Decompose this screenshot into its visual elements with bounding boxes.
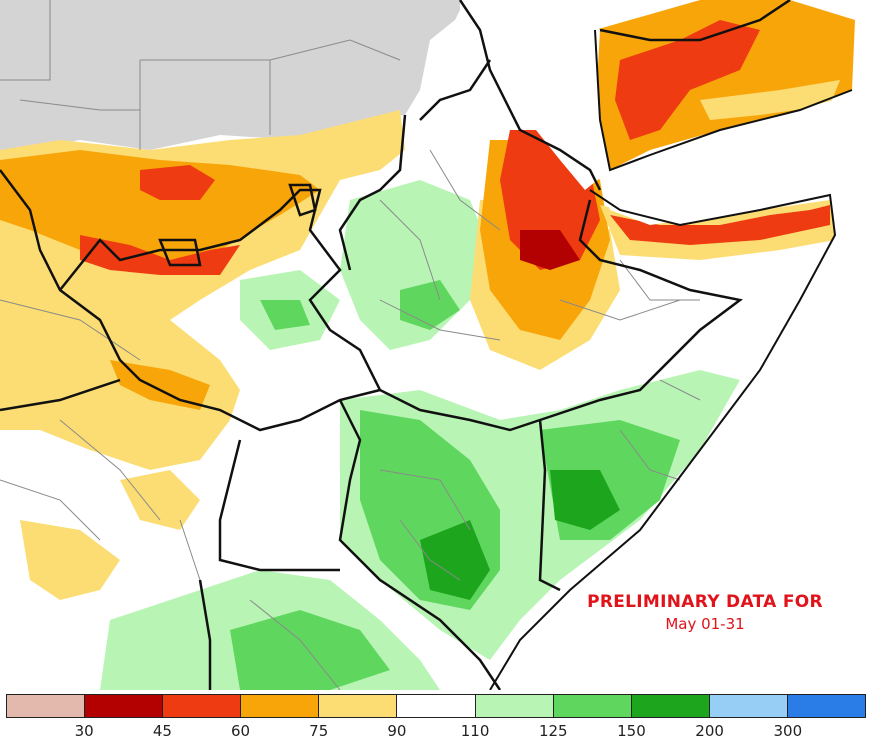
red-patch-west-2: [140, 165, 215, 200]
legend-tick-label: 125: [538, 722, 568, 740]
preliminary-title: PRELIMINARY DATA FOR: [587, 592, 823, 612]
legend-tick-label: 300: [773, 722, 803, 740]
rainfall-anomaly-map: [0, 0, 873, 690]
legend-swatch: [709, 695, 788, 717]
yemen-red: [615, 20, 760, 140]
legend-swatch: [241, 695, 320, 717]
legend-tick-label: 200: [695, 722, 724, 740]
gulf-of-aden: [600, 95, 852, 225]
red-sea: [460, 0, 610, 190]
color-legend-bar: [6, 694, 866, 718]
yellow-patch-sw: [20, 520, 120, 600]
coastline: [489, 29, 853, 690]
orange-patch-sw: [110, 360, 210, 410]
legend-tick-label: 45: [152, 722, 172, 740]
date-range: May 01-31: [665, 615, 745, 633]
legend-swatch: [163, 695, 242, 717]
legend-swatch: [319, 695, 398, 717]
legend-swatch: [85, 695, 164, 717]
legend-tick-label: 60: [230, 722, 251, 740]
legend-swatch: [631, 695, 710, 717]
legend-tick-label: 75: [309, 722, 329, 740]
legend-swatch: [397, 695, 476, 717]
dark-green-somalia: [550, 470, 620, 530]
legend-tick-label: 150: [617, 722, 646, 740]
legend-tick-label: 90: [387, 722, 407, 740]
green-patch-sudan-2: [260, 300, 310, 330]
legend-swatch: [475, 695, 554, 717]
legend-swatch: [787, 695, 866, 717]
legend-tick-label: 30: [74, 722, 94, 740]
yellow-patch-s2: [120, 470, 200, 530]
admin-boundaries: [0, 0, 701, 690]
dark-red-patch-ethiopia: [520, 230, 580, 270]
preliminary-notice: PRELIMINARY DATA FOR May 01-31: [560, 592, 850, 633]
legend-swatch: [553, 695, 632, 717]
indian-ocean: [490, 190, 873, 690]
legend-tick-label: 110: [460, 722, 490, 740]
legend-ticks: 30 45 60 75 90 110 125 150 200 300: [6, 722, 866, 742]
legend-swatch: [7, 695, 86, 717]
somaliland-red: [610, 205, 830, 245]
green-patch-south-2: [230, 610, 390, 690]
dark-green-kenya: [420, 520, 490, 600]
country-borders: [0, 0, 791, 690]
yemen-coast-yellow: [700, 80, 840, 120]
